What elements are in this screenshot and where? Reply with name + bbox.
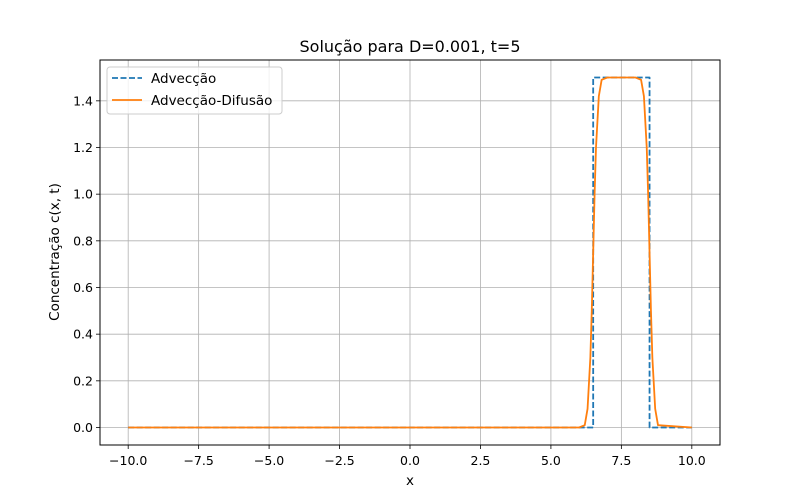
y-tick-label: 1.0 [73,187,93,202]
x-axis-label: x [406,473,414,489]
legend-label-adveccao-difusao: Advecção-Difusão [151,93,272,109]
legend-box [106,66,283,115]
series-layer [128,76,692,429]
series-line-adveccao-difusao [128,76,692,429]
ticks: −10.0 −7.5 −5.0 −2.5 0.0 2.5 5.0 7.5 10.0 0.0 0.2 0… [73,93,706,468]
x-tick-label: 0.0 [400,453,420,468]
y-tick-label: 0.6 [73,280,93,295]
y-tick-label: 0.2 [73,373,93,388]
x-tick-label: −7.5 [183,453,213,468]
x-tick-label: −2.5 [324,453,354,468]
legend: Advecção Advecção-Difusão [106,66,283,115]
x-tick-label: 10.0 [678,453,706,468]
legend-label-adveccao: Advecção [151,71,216,87]
x-tick-label: 5.0 [541,453,561,468]
y-tick-label: 1.4 [73,93,93,108]
y-tick-label: 0.8 [73,233,93,248]
x-tick-label: −5.0 [254,453,284,468]
x-tick-label: 2.5 [471,453,491,468]
x-tick-label: 7.5 [611,453,631,468]
chart-title: Solução para D=0.001, t=5 [300,37,521,56]
y-axis-label: Concentração c(x, t) [47,183,63,321]
y-tick-label: 0.0 [73,420,93,435]
x-tick-label: −10.0 [109,453,147,468]
y-tick-label: 1.2 [73,140,93,155]
y-tick-label: 0.4 [73,327,93,342]
grid [100,60,720,445]
